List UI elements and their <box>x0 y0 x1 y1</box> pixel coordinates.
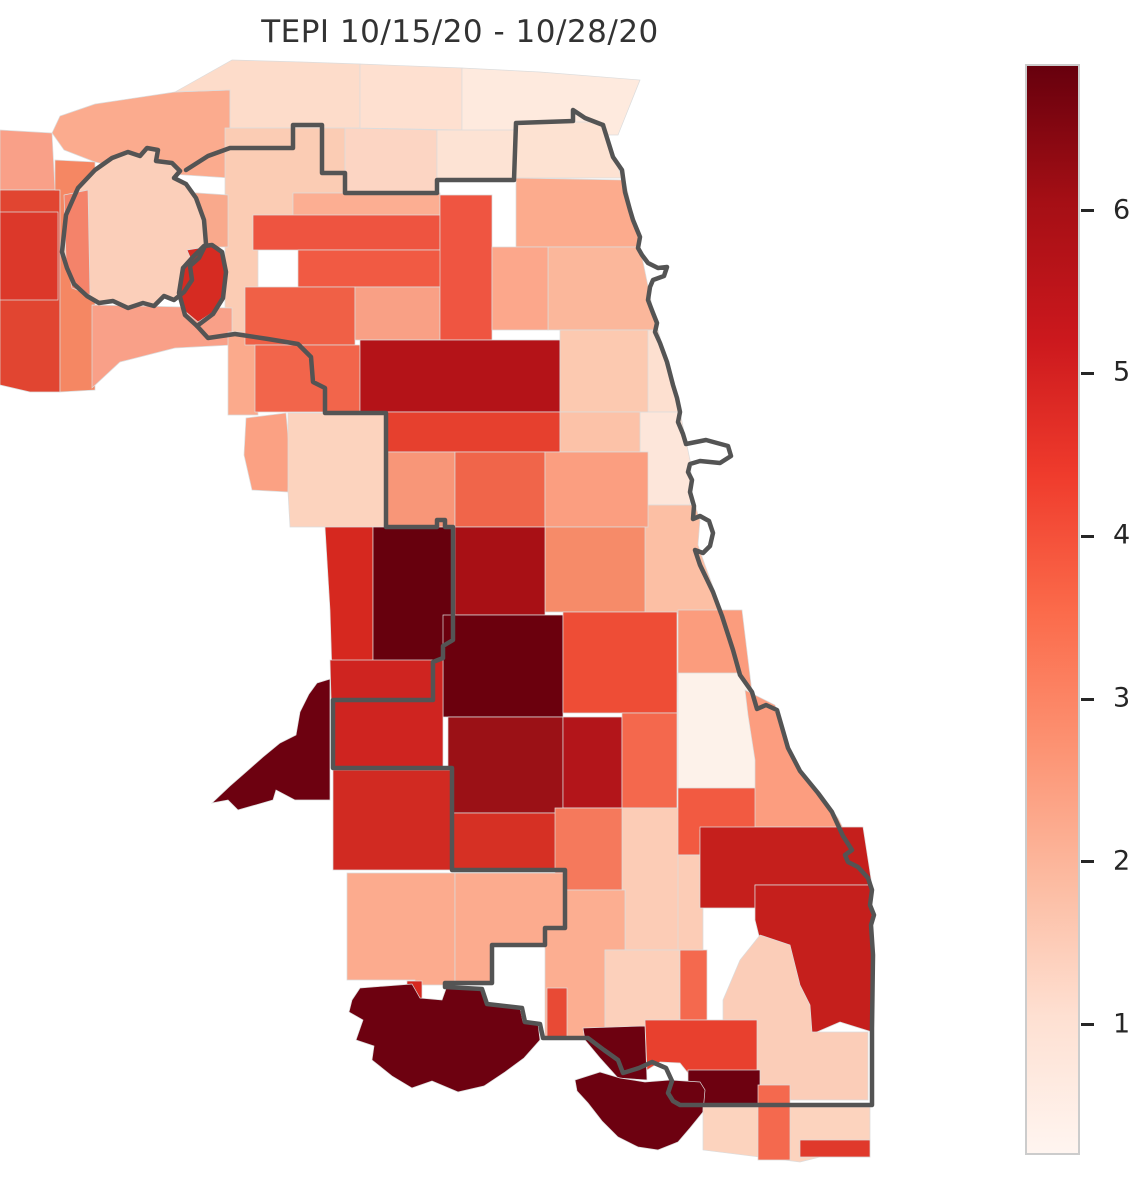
map-region-red-col-440 <box>439 194 493 341</box>
map-region-far-west-red2 <box>0 211 59 301</box>
map-region-red-westside <box>329 659 444 771</box>
map-region-red-band-fullerton <box>384 411 561 453</box>
map-region-coast-col-330 <box>644 329 681 413</box>
colorbar-tick <box>1081 1023 1094 1027</box>
map-region-ne-coast-row2 <box>547 246 658 331</box>
map-region-n-pink-mid <box>344 127 438 194</box>
map-region-red-east-612 <box>562 611 678 714</box>
map-region-darkred-englewood <box>562 716 623 809</box>
colorbar-tick <box>1081 371 1094 375</box>
map-region-oakpark-salmon-blob <box>243 412 291 493</box>
chicago-city-boundary <box>194 122 877 1108</box>
map-region-pink-678-855 <box>677 854 704 951</box>
map-region-bottom-orange-col <box>757 1084 791 1161</box>
colorbar-tick-label: 6 <box>1113 193 1131 225</box>
map-region-nw-salmon-mid <box>354 286 441 341</box>
colorbar-tick-label: 1 <box>1113 1007 1131 1039</box>
map-region-maroon-riverdale <box>574 1071 706 1151</box>
colorbar-tick <box>1081 534 1094 538</box>
map-region-maroon-archer <box>442 614 564 718</box>
colorbar-tick <box>1081 860 1094 864</box>
map-region-pink-east-412 <box>559 411 641 453</box>
map-region-oakpark-pink <box>287 412 386 528</box>
map-region-red-strip-547 <box>546 987 568 1039</box>
map-region-n-pale-east <box>436 129 515 181</box>
map-region-salmon-field-1 <box>346 872 456 986</box>
map-region-nw-red-band-1 <box>252 214 441 251</box>
chicago-city-boundary <box>59 145 209 311</box>
map-region-salmon-col-492 <box>491 246 549 331</box>
map-region-salmon-560-530 <box>544 526 646 613</box>
map-region-red-815 <box>451 812 564 871</box>
colorbar: 6 5 4 3 2 1 <box>1025 64 1130 1155</box>
map-region-red-center-bottom <box>644 1019 758 1079</box>
map-region-redsalmon-622 <box>621 712 678 809</box>
map-region-red-westlawn <box>332 769 453 871</box>
map-region-maroon-wedge-sw <box>582 1025 648 1081</box>
map-region-pink-L-625 <box>621 807 681 951</box>
colorbar-gradient <box>1025 64 1080 1155</box>
map-region-pink-block-560 <box>559 329 649 413</box>
map-region-nw-salmon-backdrop <box>292 192 441 219</box>
map-region-salmon-block-445 <box>384 451 456 528</box>
map-region-north-pale <box>461 67 641 136</box>
chicago-city-boundary <box>183 107 606 196</box>
map-region-darkred-chilawn <box>447 716 564 814</box>
colorbar-tick <box>1081 697 1094 701</box>
map-region-darkred-garfield <box>454 526 546 616</box>
colorbar-tick-label: 2 <box>1113 845 1131 877</box>
chicago-city-boundary <box>176 242 229 329</box>
map-region-darkred-belmont <box>359 339 561 413</box>
map-region-maroon-mtgreenwood <box>348 983 541 1093</box>
map-region-ne-coast-row1 <box>515 177 641 248</box>
map-region-red-col-680 <box>679 949 708 1021</box>
map-region-far-west-salmon <box>0 129 56 191</box>
map-region-salmon-east-452 <box>544 451 649 528</box>
map-region-red-block-455 <box>454 451 546 528</box>
map-region-bottom-red-wedge <box>799 1139 871 1158</box>
colorbar-tick-label: 5 <box>1113 356 1131 388</box>
colorbar-tick-label: 3 <box>1113 682 1131 714</box>
colorbar-tick-label: 4 <box>1113 519 1131 551</box>
figure-title: TEPI 10/15/20 - 10/28/20 <box>261 14 659 50</box>
map-region-maroon-arm-clearing <box>210 678 331 811</box>
colorbar-tick <box>1081 209 1094 213</box>
map-region-north-pink-2 <box>359 63 463 131</box>
